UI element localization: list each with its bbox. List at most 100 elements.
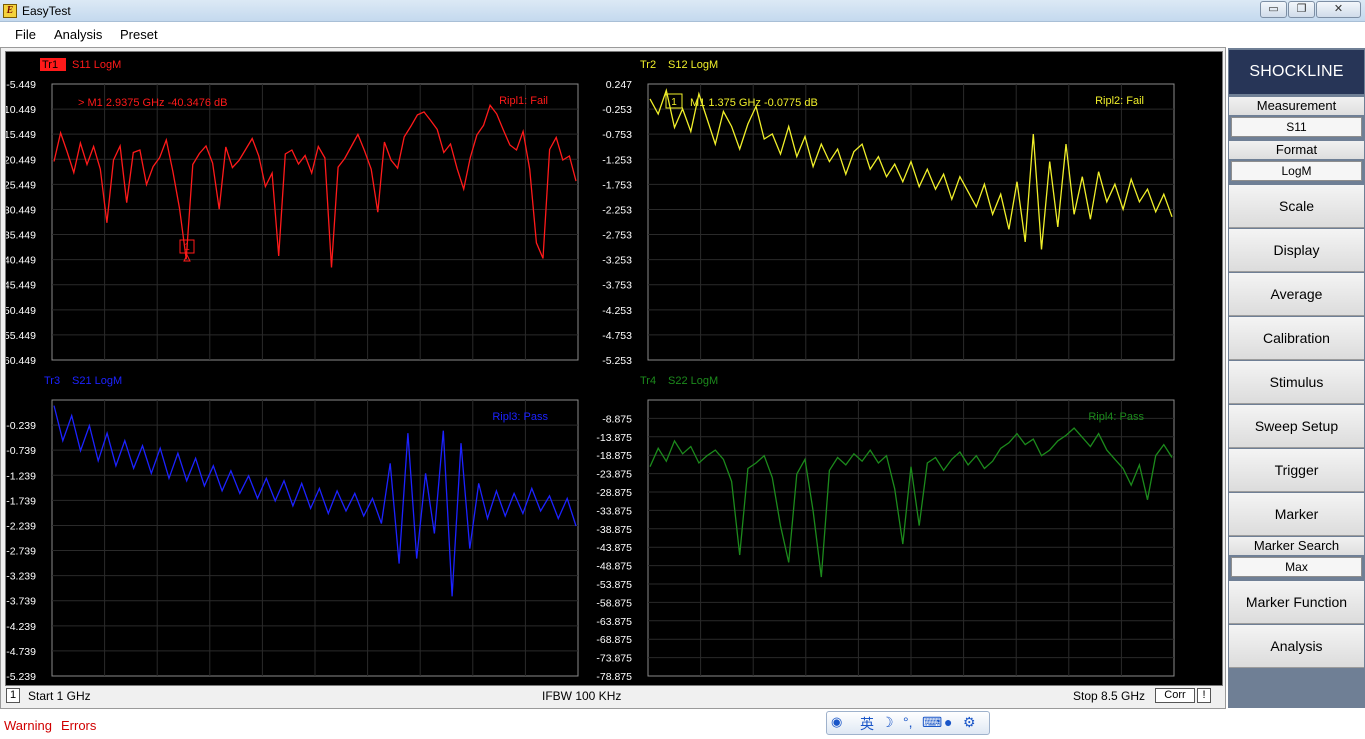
status-flag: ! <box>1197 688 1211 703</box>
y-tick-label: -13.875 <box>596 432 632 444</box>
y-tick-label: -78.875 <box>596 671 632 683</box>
trace-display[interactable]: -5.449 10.449 15.449 20.449 25.449 30.449 35.4… <box>5 51 1223 686</box>
gear-icon[interactable]: ⚙ <box>963 714 976 731</box>
message-bar: Warning Errors <box>0 710 1365 739</box>
marker-function-button[interactable]: Marker Function <box>1229 581 1364 624</box>
marker-readout: > M1 2.9375 GHz -40.3476 dB <box>78 97 228 109</box>
ime-toolbar[interactable]: ◉ 英 ☽ °, ⌨ ● ⚙ <box>826 711 990 735</box>
y-tick-label: -3.253 <box>602 255 632 267</box>
format-select[interactable]: LogM <box>1231 161 1362 181</box>
y-tick-label: -73.875 <box>596 653 632 665</box>
ime-punctuation-icon[interactable]: °, <box>903 714 913 730</box>
y-tick-label: 35.449 <box>6 230 36 242</box>
y-tick-label: -2.753 <box>602 230 632 242</box>
y-tick-label: -1.739 <box>6 495 36 507</box>
trace-title: S11 LogM <box>72 59 121 71</box>
calibration-button[interactable]: Calibration <box>1229 317 1364 360</box>
analysis-button[interactable]: Analysis <box>1229 625 1364 668</box>
y-tick-label: -1.239 <box>6 470 36 482</box>
stop-frequency[interactable]: Stop 8.5 GHz <box>1073 689 1145 703</box>
y-tick-label: 45.449 <box>6 280 36 292</box>
marker-search-select[interactable]: Max <box>1231 557 1362 577</box>
menu-file[interactable]: File <box>15 27 36 42</box>
y-tick-label: -5.253 <box>602 355 632 367</box>
y-tick-label: -63.875 <box>596 616 632 628</box>
y-tick-label: -8.875 <box>602 413 632 425</box>
ime-halfwidth-icon[interactable]: ☽ <box>881 714 894 731</box>
y-tick-label: -1.253 <box>602 154 632 166</box>
average-button[interactable]: Average <box>1229 273 1364 316</box>
y-tick-label: -2.253 <box>602 204 632 216</box>
y-tick-label: -33.875 <box>596 505 632 517</box>
warning-tab[interactable]: Warning <box>4 718 52 733</box>
trigger-button[interactable]: Trigger <box>1229 449 1364 492</box>
y-tick-label: 55.449 <box>6 330 36 342</box>
format-label: Format <box>1229 141 1364 159</box>
y-tick-label: -1.753 <box>602 179 632 191</box>
marker-readout: M1 1.375 GHz -0.0775 dB <box>690 97 818 109</box>
menu-bar: File Analysis Preset <box>0 23 1365 46</box>
marker-search-label: Marker Search <box>1229 537 1364 555</box>
correction-indicator[interactable]: Corr <box>1155 688 1195 703</box>
y-tick-label: -2.239 <box>6 520 36 532</box>
softkey-panel: SHOCKLINE Measurement S11 Format LogM Sc… <box>1228 48 1365 708</box>
trace-id: Tr4 <box>640 375 656 387</box>
scale-button[interactable]: Scale <box>1229 185 1364 228</box>
y-tick-label: -0.739 <box>6 445 36 457</box>
measurement-select[interactable]: S11 <box>1231 117 1362 137</box>
y-tick-label: -18.875 <box>596 450 632 462</box>
maximize-button[interactable]: ❐ <box>1288 1 1315 18</box>
ifbw-setting[interactable]: IFBW 100 KHz <box>542 689 621 703</box>
channel-indicator[interactable]: 1 <box>6 688 20 703</box>
ime-mode-icon[interactable]: 英 <box>860 714 874 734</box>
y-tick-label: 50.449 <box>6 305 36 317</box>
trace-id: Tr1 <box>42 59 58 71</box>
window-title: EasyTest <box>22 4 71 18</box>
errors-tab[interactable]: Errors <box>61 718 96 733</box>
minimize-button[interactable]: ▭ <box>1260 1 1287 18</box>
menu-analysis[interactable]: Analysis <box>54 27 102 42</box>
y-tick-label: -48.875 <box>596 561 632 573</box>
keyboard-icon[interactable]: ⌨ <box>922 714 942 731</box>
y-tick-label: 0.247 <box>606 79 632 91</box>
y-tick-label: -53.875 <box>596 579 632 591</box>
sweep-setup-button[interactable]: Sweep Setup <box>1229 405 1364 448</box>
y-tick-label: -0.239 <box>6 420 36 432</box>
y-tick-label: 25.449 <box>6 179 36 191</box>
trace-id: Tr2 <box>640 59 656 71</box>
y-tick-label: 20.449 <box>6 154 36 166</box>
stimulus-button[interactable]: Stimulus <box>1229 361 1364 404</box>
y-tick-label: -4.739 <box>6 646 36 658</box>
status-bar: 1 Start 1 GHz IFBW 100 KHz Stop 8.5 GHz … <box>5 687 1223 707</box>
y-tick-label: -68.875 <box>596 634 632 646</box>
trace-title: S12 LogM <box>668 59 718 71</box>
y-tick-label: 60.449 <box>6 355 36 367</box>
y-tick-label: -4.253 <box>602 305 632 317</box>
marker-number: 1 <box>671 97 677 108</box>
menu-preset[interactable]: Preset <box>120 27 158 42</box>
y-tick-label: -2.739 <box>6 546 36 558</box>
y-tick-label: -3.753 <box>602 280 632 292</box>
ripple-status: Ripl4: Pass <box>1088 411 1144 423</box>
y-tick-label: -4.239 <box>6 621 36 633</box>
app-logo-icon: E <box>3 4 17 18</box>
trace-id: Tr3 <box>44 375 60 387</box>
microphone-icon[interactable]: ● <box>944 714 952 730</box>
title-bar: E EasyTest ▭ ❐ ✕ <box>0 0 1365 22</box>
close-button[interactable]: ✕ <box>1316 1 1361 18</box>
trace-title: S22 LogM <box>668 375 718 387</box>
y-tick-label: -58.875 <box>596 597 632 609</box>
ripple-status: Ripl1: Fail <box>499 95 548 107</box>
y-tick-label: -3.739 <box>6 596 36 608</box>
start-frequency[interactable]: Start 1 GHz <box>28 689 91 703</box>
ime-logo-icon: ◉ <box>831 714 842 730</box>
trace-plots[interactable]: -5.449 10.449 15.449 20.449 25.449 30.449 35.4… <box>6 52 1224 687</box>
marker-button[interactable]: Marker <box>1229 493 1364 536</box>
ripple-status: Ripl3: Pass <box>492 411 548 423</box>
display-button[interactable]: Display <box>1229 229 1364 272</box>
marker-number: 1 <box>184 242 190 253</box>
trace-title: S21 LogM <box>72 375 122 387</box>
y-tick-label: -43.875 <box>596 542 632 554</box>
y-tick-label: -0.253 <box>602 104 632 116</box>
y-tick-label: -4.753 <box>602 330 632 342</box>
